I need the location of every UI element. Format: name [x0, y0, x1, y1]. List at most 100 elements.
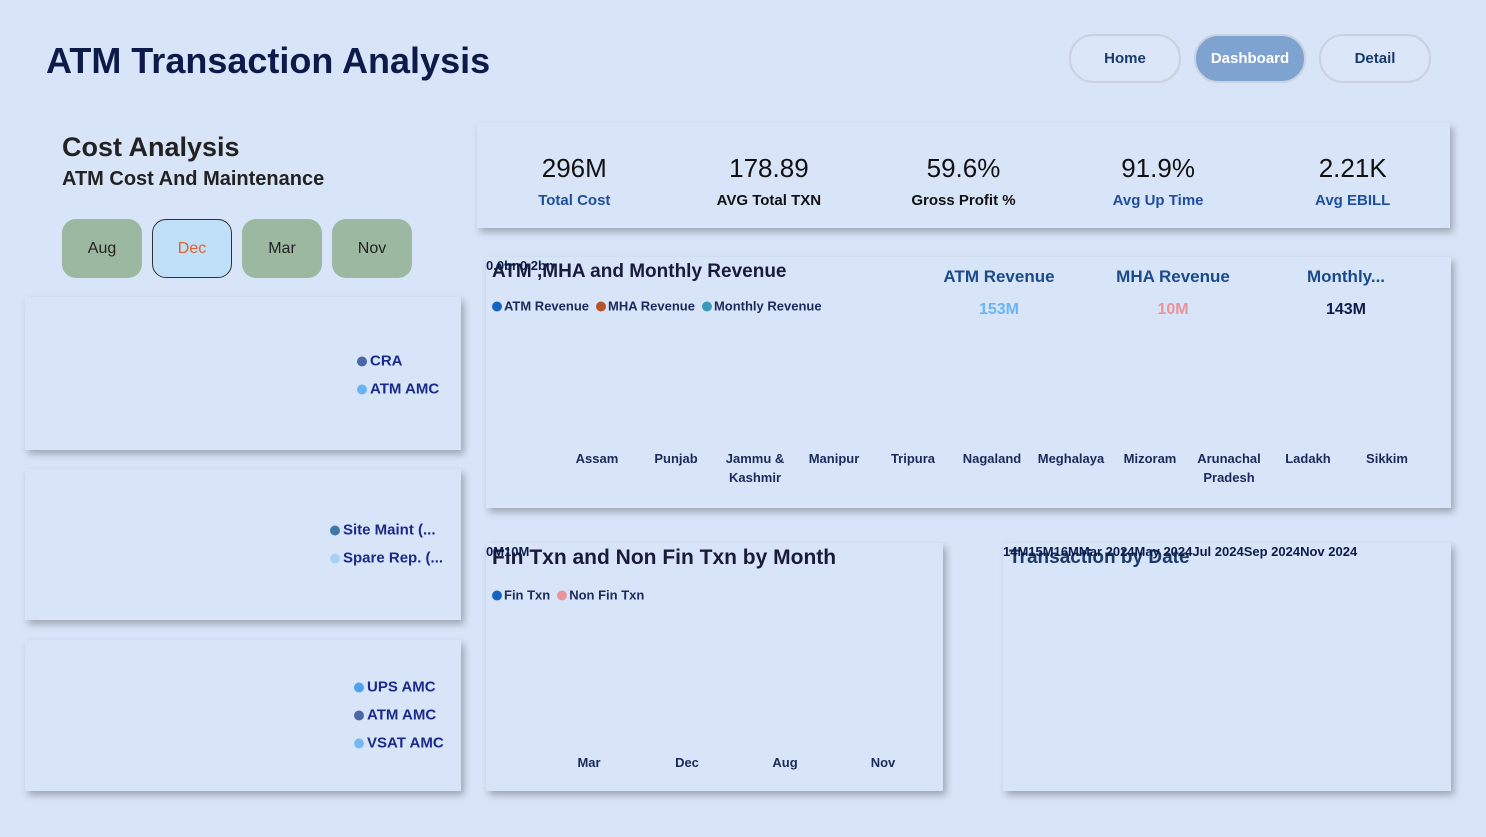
legend-marker	[701, 301, 712, 311]
x-tick-label: May 2024	[1134, 544, 1193, 559]
legend-label: UPS AMC	[367, 678, 436, 696]
legend: Site Maint (... Spare Rep. (...	[330, 522, 443, 567]
kpi: 2.21K Avg EBILL	[1255, 123, 1450, 228]
revenue-card: ATM ,MHA and Monthly Revenue ATM Revenue M…	[486, 257, 1451, 508]
summary-value: 10M	[1157, 301, 1189, 318]
legend-label: ATM AMC	[367, 706, 437, 724]
kpi: 59.6% Gross Profit %	[866, 123, 1061, 228]
summary-value: 143M	[1325, 301, 1367, 318]
legend-marker	[357, 356, 367, 366]
kpi-value: 178.89	[729, 153, 809, 183]
nav-button[interactable]: Home	[1069, 34, 1181, 83]
legend-item: Site Maint (...	[330, 522, 443, 539]
legend-item: Fin Txn	[492, 588, 550, 603]
legend-marker	[330, 553, 340, 563]
donut-card: CRA ATM AMC	[25, 297, 461, 450]
legend-item: ATM AMC	[354, 707, 444, 724]
x-tick-label: Ladakh	[1285, 451, 1331, 466]
y-tick-label: 0.0bn	[486, 258, 520, 273]
kpi-label: Avg EBILL	[1315, 192, 1391, 209]
donut-card: UPS AMC ATM AMC VSAT AMC	[25, 640, 461, 791]
chart: 14M15M16MMar 2024May 2024Jul 2024Sep 202…	[1003, 543, 1357, 561]
month-button[interactable]: Dec	[152, 219, 232, 278]
legend-item: Spare Rep. (...	[330, 550, 443, 567]
txn-card: Fin Txn and Non Fin Txn by Month Fin Txn N…	[486, 543, 943, 791]
kpi-value: 2.21K	[1318, 153, 1387, 183]
chart-title: Transaction by Date	[1009, 547, 1190, 568]
x-tick-label: Punjab	[654, 451, 698, 466]
legend-item: MHA Revenue	[596, 299, 695, 314]
chart-title: ATM ,MHA and Monthly Revenue	[492, 261, 787, 282]
legend-item: VSAT AMC	[354, 735, 444, 752]
section-subtitle: ATM Cost And Maintenance	[62, 168, 325, 190]
y-tick-label: 0M	[486, 544, 505, 559]
summary-label: Monthly...	[1306, 267, 1386, 286]
x-tick-label: Aug	[772, 755, 798, 770]
kpi-label: Avg Up Time	[1112, 192, 1204, 209]
kpi-card: 296M Total Cost 178.89 AVG Total TXN 59.6% Gr…	[477, 123, 1450, 228]
legend-item: Non Fin Txn	[557, 588, 644, 603]
x-tick-label: Tripura	[890, 451, 936, 466]
y-tick-label: 0.2bn	[519, 258, 554, 273]
kpi-value: 296M	[541, 153, 607, 183]
y-tick-label: 10M	[504, 544, 530, 559]
legend: ATM Revenue MHA Revenue Monthly Revenue	[492, 299, 822, 314]
legend-marker	[354, 738, 364, 748]
nav-button[interactable]: Dashboard	[1194, 34, 1306, 83]
y-tick-label: 14M	[1003, 544, 1029, 559]
x-tick-label: Arunachal Pradesh	[1197, 451, 1261, 485]
legend-label: Fin Txn	[504, 587, 551, 603]
kpi: 91.9% Avg Up Time	[1061, 123, 1256, 228]
legend-marker	[596, 301, 606, 311]
x-tick-label: Jammu & Kashmir	[725, 451, 785, 485]
legend-item: CRA	[357, 353, 439, 370]
x-tick-label: Dec	[675, 755, 699, 770]
section-title: Cost Analysis	[62, 132, 240, 162]
summary-value: 153M	[978, 301, 1020, 318]
legend-label: MHA Revenue	[608, 298, 695, 314]
legend: CRA ATM AMC	[357, 353, 439, 398]
month-filter: Aug Dec Mar Nov	[62, 219, 412, 278]
kpi-value: 59.6%	[926, 153, 1001, 183]
legend-item: ATM Revenue	[492, 299, 589, 314]
chart: 0M10M	[486, 543, 529, 561]
donut-card: Site Maint (... Spare Rep. (...	[25, 469, 461, 620]
month-button[interactable]: Aug	[62, 219, 142, 278]
kpi-label: Total Cost	[538, 192, 611, 209]
legend-label: Spare Rep. (...	[343, 549, 444, 567]
legend-label: Non Fin Txn	[569, 587, 645, 603]
x-tick-label: Nagaland	[962, 451, 1022, 466]
legend-marker	[357, 384, 367, 394]
legend-label: Site Maint (...	[343, 521, 436, 539]
x-tick-label: Mar 2024	[1078, 544, 1135, 559]
legend-label: ATM AMC	[370, 380, 440, 398]
legend: UPS AMC ATM AMC VSAT AMC	[354, 679, 444, 752]
legend-label: CRA	[370, 352, 403, 370]
x-tick-label: Manipur	[808, 451, 860, 466]
nav-bar: Home Dashboard Detail	[1069, 34, 1431, 83]
x-tick-label: Sikkim	[1366, 451, 1408, 466]
legend-label: ATM Revenue	[504, 298, 589, 314]
legend-marker	[354, 682, 364, 692]
x-tick-label: Meghalaya	[1037, 451, 1105, 466]
month-button[interactable]: Nov	[332, 219, 412, 278]
x-tick-label: Nov 2024	[1300, 544, 1358, 559]
nav-button[interactable]: Detail	[1319, 34, 1431, 83]
x-tick-label: Mizoram	[1123, 451, 1177, 466]
kpi: 178.89 AVG Total TXN	[672, 123, 867, 228]
legend-label: VSAT AMC	[367, 734, 444, 752]
page-title: ATM Transaction Analysis	[46, 40, 491, 81]
legend-marker	[492, 301, 502, 311]
kpi: 296M Total Cost	[477, 123, 672, 228]
legend-marker	[492, 590, 502, 600]
kpi-label: AVG Total TXN	[716, 192, 822, 209]
summary-label: ATM Revenue	[943, 267, 1055, 286]
chart-title: Fin Txn and Non Fin Txn by Month	[492, 546, 837, 569]
x-tick-label: Nov	[870, 755, 896, 770]
legend-item: Monthly Revenue	[701, 299, 822, 314]
legend-marker	[557, 590, 568, 600]
summary-label: MHA Revenue	[1116, 267, 1230, 286]
month-button[interactable]: Mar	[242, 219, 322, 278]
